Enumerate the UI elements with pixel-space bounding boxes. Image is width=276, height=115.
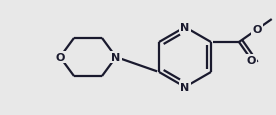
Text: O: O — [55, 53, 65, 62]
Text: N: N — [112, 53, 121, 62]
Text: O: O — [247, 56, 256, 65]
Text: N: N — [181, 23, 190, 33]
Text: N: N — [181, 82, 190, 92]
Text: O: O — [252, 25, 262, 35]
